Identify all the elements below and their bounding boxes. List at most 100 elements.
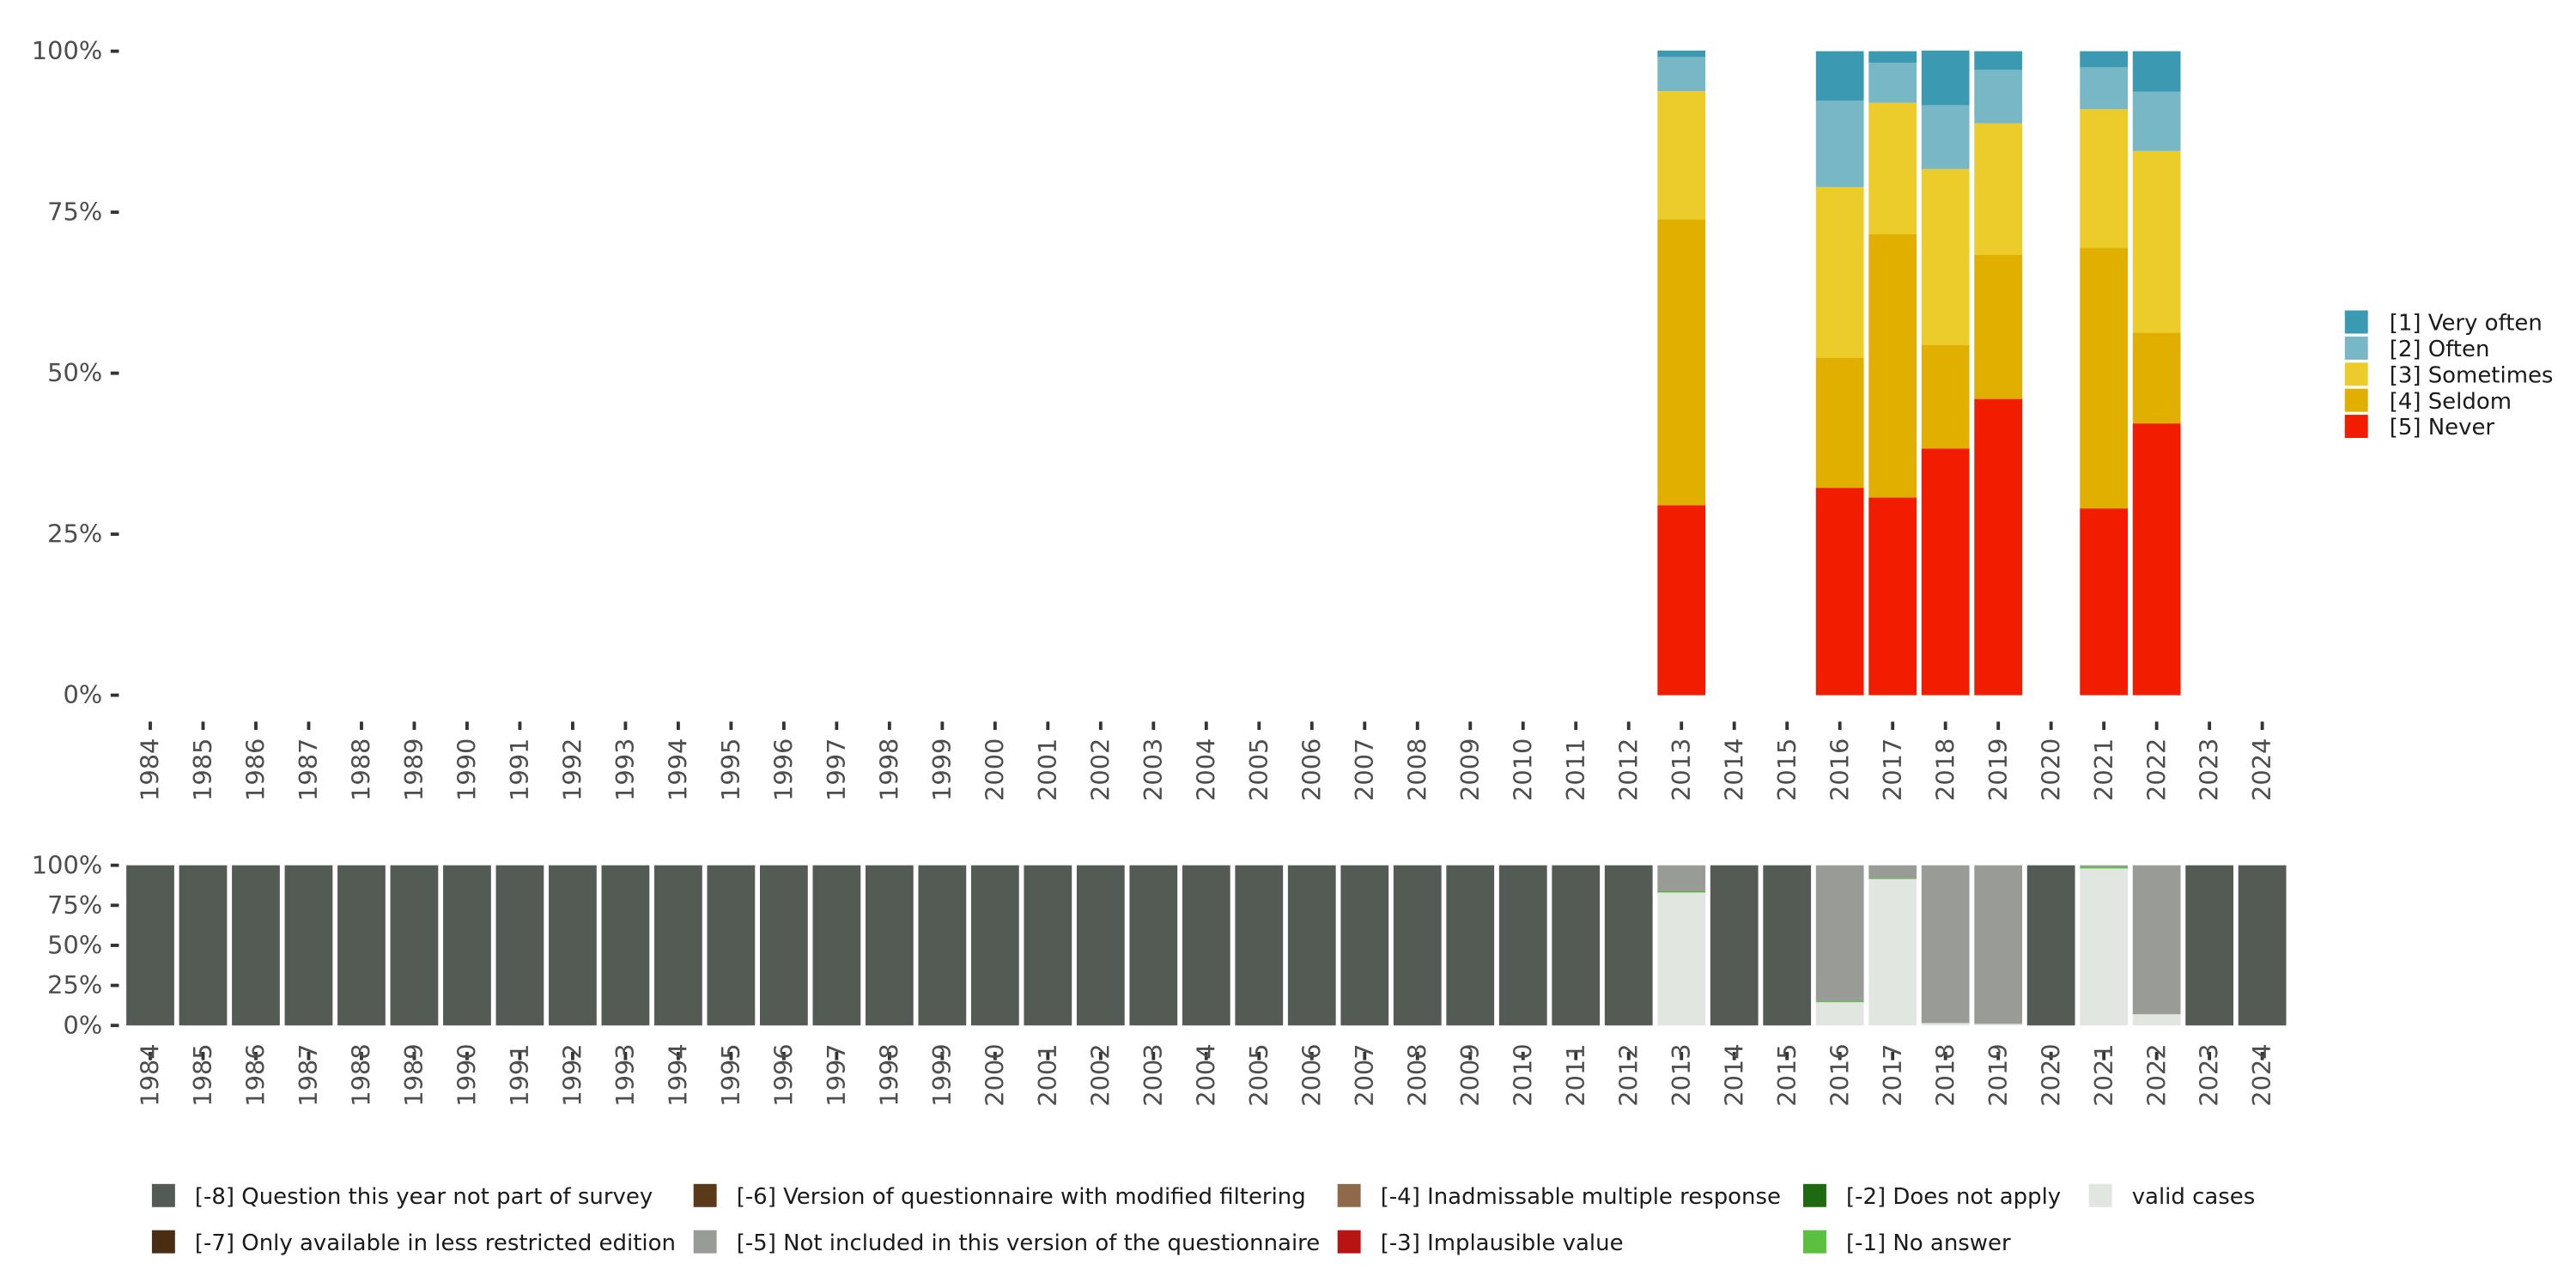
- bar-segment: [337, 865, 386, 1026]
- x-tick-label: 2004: [1191, 1043, 1220, 1106]
- bar-segment: [1235, 865, 1284, 1026]
- bar-segment: [232, 865, 280, 1026]
- bar-segment: [1868, 102, 1917, 234]
- bar-segment: [812, 865, 861, 1026]
- x-tick-label: 2013: [1667, 1043, 1696, 1106]
- legend-swatch: [2344, 388, 2368, 412]
- x-tick-label: 1993: [611, 1043, 640, 1106]
- x-tick-label: 2000: [980, 738, 1009, 801]
- y-tick-label: 0%: [63, 1011, 102, 1040]
- x-tick-label: 1999: [927, 738, 957, 801]
- x-tick-label: 2008: [1402, 1043, 1431, 1106]
- bar-segment: [601, 865, 650, 1026]
- bar-segment: [1076, 865, 1125, 1026]
- bar-segment: [2132, 1014, 2181, 1026]
- bar-segment: [2080, 247, 2129, 509]
- x-tick-label: 2006: [1297, 1043, 1326, 1106]
- x-tick-label: 2001: [1033, 738, 1062, 801]
- bar-segment: [760, 865, 808, 1026]
- x-tick-label: 2003: [1139, 738, 1168, 801]
- bar-segment: [179, 865, 228, 1026]
- bar-segment: [654, 865, 702, 1026]
- x-tick-label: 1985: [188, 1043, 217, 1106]
- y-tick-label: 25%: [47, 519, 102, 549]
- bar-segment: [1182, 865, 1230, 1026]
- bar-segment: [2132, 423, 2181, 696]
- bar-segment: [707, 865, 756, 1026]
- bar-segment: [2185, 865, 2234, 1026]
- legend-label: [3] Sometimes: [2390, 362, 2554, 388]
- bar-segment: [1657, 91, 1706, 220]
- x-tick-label: 2024: [2247, 1043, 2276, 1106]
- bar-segment: [1657, 890, 1706, 892]
- bar-segment: [2080, 508, 2129, 696]
- bar-segment: [2132, 51, 2181, 92]
- legend-swatch: [2088, 1183, 2112, 1207]
- x-tick-label: 2020: [2036, 738, 2065, 801]
- legend-swatch: [151, 1230, 175, 1254]
- y-tick-label: 25%: [47, 970, 102, 999]
- x-tick-label: 1992: [558, 1043, 587, 1106]
- y-tick-label: 75%: [47, 197, 102, 227]
- x-tick-label: 1998: [874, 738, 903, 801]
- legend-right: [1] Very often[2] Often[3] Sometimes[4] …: [2344, 310, 2554, 440]
- bar-segment: [1815, 1002, 1864, 1026]
- x-tick-label: 1989: [399, 738, 428, 801]
- x-tick-label: 2007: [1350, 1043, 1379, 1106]
- bar-segment: [1657, 50, 1706, 58]
- bar-segment: [1974, 865, 2023, 1024]
- x-tick-label: 1997: [822, 738, 851, 801]
- x-tick-label: 1984: [136, 1043, 165, 1106]
- x-tick-label: 1990: [453, 738, 482, 801]
- x-tick-label: 2005: [1244, 1043, 1273, 1106]
- x-tick-label: 2010: [1508, 1043, 1537, 1106]
- bar-segment: [1815, 865, 1864, 1002]
- legend-label: [4] Seldom: [2390, 389, 2512, 415]
- x-tick-label: 2012: [1613, 1043, 1643, 1106]
- bar-segment: [390, 865, 439, 1026]
- bar-segment: [2132, 332, 2181, 424]
- x-tick-label: 2011: [1561, 738, 1590, 801]
- bar-segment: [1921, 865, 1970, 1024]
- bar-segment: [2080, 51, 2129, 68]
- legend-label: [-4] Inadmissable multiple response: [1381, 1184, 1781, 1210]
- legend-label: [-3] Implausible value: [1381, 1230, 1624, 1256]
- bar-segment: [1868, 63, 1917, 103]
- bar-segment: [495, 865, 544, 1026]
- x-tick-label: 1996: [769, 738, 799, 801]
- bar-segment: [1604, 865, 1653, 1026]
- bar-segment: [126, 865, 174, 1026]
- legend-swatch: [151, 1183, 175, 1207]
- bar-segment: [1815, 1001, 1864, 1003]
- x-tick-label: 1995: [716, 1043, 745, 1106]
- y-tick-label: 100%: [32, 36, 102, 65]
- bar-segment: [2080, 109, 2129, 248]
- x-tick-label: 2017: [1878, 738, 1907, 801]
- bar-segment: [2132, 865, 2181, 1015]
- x-tick-label: 1987: [294, 1043, 323, 1106]
- x-tick-label: 2007: [1350, 738, 1379, 801]
- x-tick-label: 1994: [664, 1043, 693, 1106]
- y-tick-label: 75%: [47, 890, 102, 920]
- legend-swatch: [2344, 415, 2368, 439]
- x-tick-label: 1998: [874, 1043, 903, 1106]
- bar-segment: [865, 865, 914, 1026]
- bar-segment: [970, 865, 1019, 1026]
- x-tick-label: 2022: [2142, 1043, 2171, 1106]
- bar-segment: [443, 865, 491, 1026]
- x-tick-label: 1995: [716, 738, 745, 801]
- x-tick-label: 2022: [2142, 738, 2171, 801]
- legend-swatch: [1803, 1183, 1826, 1207]
- x-tick-label: 2011: [1561, 1043, 1590, 1106]
- legend-label: [-6] Version of questionnaire with modif…: [737, 1184, 1306, 1210]
- bar-segment: [1974, 70, 2023, 124]
- bar-segment: [1815, 357, 1864, 489]
- x-tick-label: 2002: [1085, 738, 1115, 801]
- x-tick-label: 1999: [927, 1043, 957, 1106]
- x-tick-label: 2002: [1085, 1043, 1115, 1106]
- bar-segment: [1921, 344, 1970, 449]
- bar-segment: [1921, 105, 1970, 169]
- x-tick-label: 2015: [1772, 1043, 1801, 1106]
- x-tick-label: 2009: [1455, 738, 1485, 801]
- x-tick-label: 2013: [1667, 738, 1696, 801]
